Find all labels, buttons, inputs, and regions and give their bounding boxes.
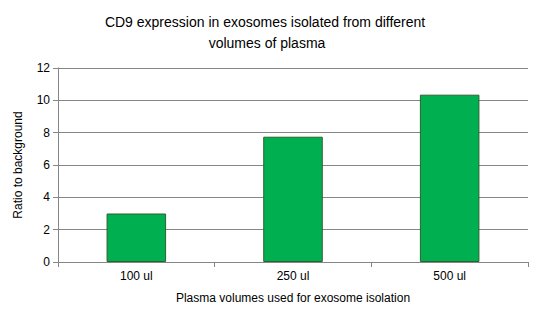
svg-text:2: 2 — [43, 223, 50, 237]
svg-text:250 ul: 250 ul — [277, 269, 310, 283]
svg-text:4: 4 — [43, 190, 50, 204]
svg-text:Ratio to background: Ratio to background — [11, 111, 25, 218]
svg-text:500 ul: 500 ul — [433, 269, 466, 283]
svg-text:10: 10 — [37, 93, 51, 107]
svg-text:100 ul: 100 ul — [120, 269, 153, 283]
svg-text:Plasma volumes used for exosom: Plasma volumes used for exosome isolatio… — [176, 291, 410, 305]
svg-text:8: 8 — [43, 126, 50, 140]
svg-text:volumes of plasma: volumes of plasma — [209, 35, 326, 51]
svg-text:CD9 expression in exosomes iso: CD9 expression in exosomes isolated from… — [105, 14, 429, 30]
svg-text:6: 6 — [43, 158, 50, 172]
svg-text:0: 0 — [43, 255, 50, 269]
svg-text:12: 12 — [37, 61, 51, 75]
